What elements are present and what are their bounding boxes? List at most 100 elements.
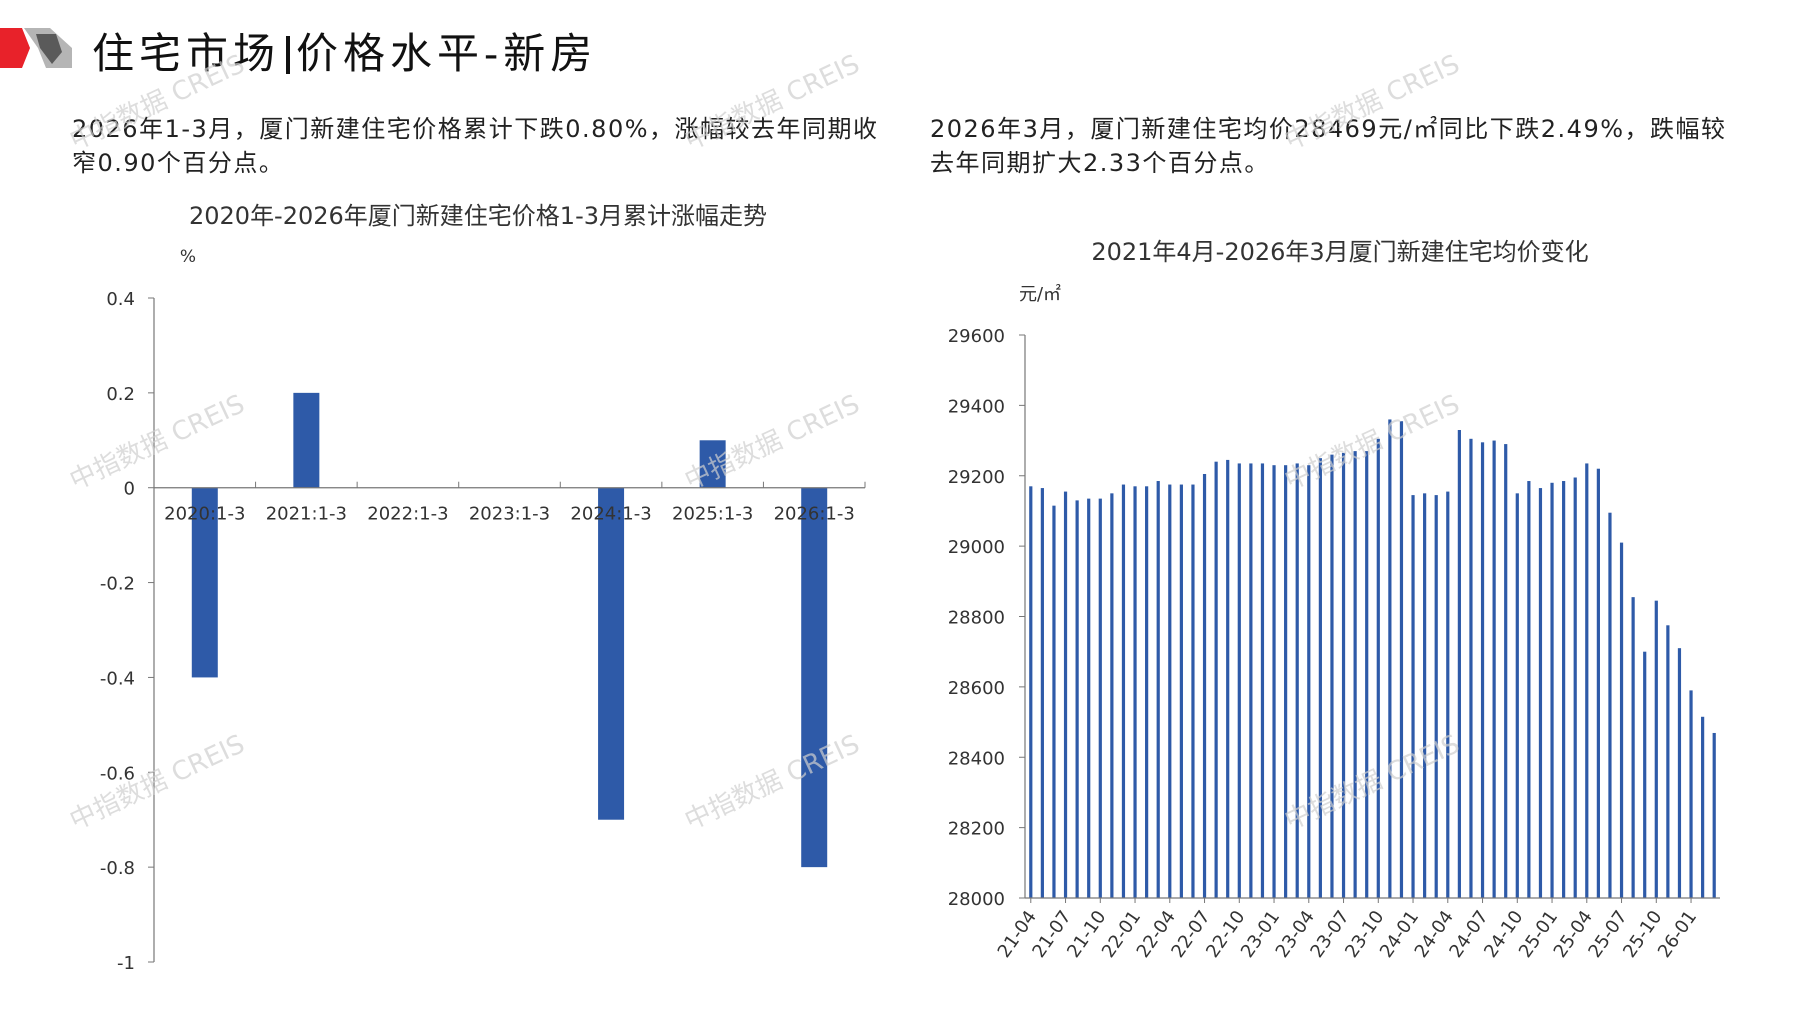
bar-21-07 bbox=[1063, 491, 1068, 898]
bar-24-08 bbox=[1492, 440, 1496, 898]
bar-22-09 bbox=[1226, 459, 1230, 898]
bar-22-12 bbox=[1260, 463, 1265, 898]
y-tick-label: 28600 bbox=[948, 678, 1005, 699]
bar-25-09 bbox=[1643, 651, 1647, 898]
y-tick-label: 29600 bbox=[948, 326, 1005, 347]
bar-24-05 bbox=[1457, 430, 1461, 898]
bar-2025:1-3 bbox=[699, 440, 726, 488]
y-tick-label: 28200 bbox=[948, 819, 1005, 840]
bar-22-01 bbox=[1133, 486, 1137, 898]
bar-2024:1-3 bbox=[598, 487, 625, 820]
bar-22-07 bbox=[1202, 473, 1207, 898]
bar-23-09 bbox=[1365, 451, 1369, 898]
page-header: 住宅市场 价格水平-新房 bbox=[0, 0, 1797, 100]
bar-24-01 bbox=[1411, 495, 1415, 898]
bar-23-10 bbox=[1376, 438, 1380, 898]
bar-23-04 bbox=[1307, 465, 1311, 898]
bar-21-09 bbox=[1087, 498, 1091, 898]
bar-26-01 bbox=[1689, 690, 1693, 898]
bar-2020:1-3 bbox=[191, 487, 218, 678]
bar-25-06 bbox=[1608, 512, 1612, 898]
bar-2021:1-3 bbox=[293, 392, 320, 488]
y-tick-label: -0.4 bbox=[100, 668, 135, 689]
y-tick-label: 0.4 bbox=[106, 289, 135, 310]
chart1-title: 2020年-2026年厦门新建住宅价格1-3月累计涨幅走势 bbox=[189, 202, 767, 230]
cumulative-change-chart: 2020年-2026年厦门新建住宅价格1-3月累计涨幅走势 % 0.4 0.2 0 -… bbox=[100, 202, 866, 974]
x-tick-label: 2025:1-3 bbox=[672, 504, 753, 525]
summary-left: 2026年1-3月，厦门新建住宅价格累计下跌0.80%，涨幅较去年同期收窄0.9… bbox=[72, 115, 879, 177]
bar-23-12 bbox=[1399, 421, 1404, 898]
chart2-ylabel: 元/㎡ bbox=[1019, 283, 1061, 305]
x-tick-label: 2023:1-3 bbox=[469, 504, 550, 525]
bar-26-03 bbox=[1712, 732, 1716, 898]
bar-24-03 bbox=[1434, 495, 1438, 898]
bar-25-04 bbox=[1585, 463, 1589, 898]
bar-23-02 bbox=[1284, 465, 1288, 898]
x-tick-label: 26-01 bbox=[1654, 907, 1701, 962]
y-tick-label: 28800 bbox=[948, 608, 1005, 629]
y-tick-label: 28000 bbox=[948, 889, 1005, 910]
y-tick-label: 0.2 bbox=[106, 384, 135, 405]
bar-22-06 bbox=[1191, 484, 1195, 898]
bar-25-08 bbox=[1631, 597, 1635, 898]
bar-22-11 bbox=[1249, 463, 1253, 898]
bar-21-04 bbox=[1029, 486, 1033, 898]
title-divider bbox=[286, 36, 291, 74]
bar-25-10 bbox=[1654, 600, 1658, 898]
bar-25-01 bbox=[1550, 482, 1554, 898]
y-tick-label: 29400 bbox=[948, 396, 1005, 417]
y-tick-label: 29200 bbox=[948, 467, 1005, 488]
page-title-main: 住宅市场 bbox=[92, 29, 281, 78]
bar-21-08 bbox=[1075, 500, 1079, 898]
bar-26-02 bbox=[1701, 716, 1705, 898]
y-tick-label: -0.6 bbox=[100, 763, 135, 784]
bar-25-12 bbox=[1677, 648, 1682, 898]
bar-21-12 bbox=[1121, 484, 1126, 898]
bar-24-10 bbox=[1515, 493, 1519, 898]
bar-22-03 bbox=[1156, 481, 1160, 898]
bar-24-11 bbox=[1527, 481, 1531, 898]
bar-25-02 bbox=[1562, 481, 1566, 898]
bar-25-03 bbox=[1573, 477, 1577, 898]
bar-24-02 bbox=[1423, 493, 1427, 898]
bar-23-08 bbox=[1353, 451, 1357, 898]
y-tick-label: 29000 bbox=[948, 537, 1005, 558]
bar-21-05 bbox=[1040, 488, 1044, 898]
x-tick-label: 2020:1-3 bbox=[164, 504, 245, 525]
bar-23-11 bbox=[1388, 419, 1392, 898]
x-tick-label: 2021:1-3 bbox=[266, 504, 347, 525]
bar-21-10 bbox=[1098, 498, 1102, 898]
logo-icon bbox=[0, 28, 72, 68]
x-tick-label: 2022:1-3 bbox=[367, 504, 448, 525]
bar-22-05 bbox=[1179, 484, 1183, 898]
x-tick-label: 2024:1-3 bbox=[570, 504, 651, 525]
bar-24-12 bbox=[1538, 488, 1543, 898]
page-title-sub: 价格水平-新房 bbox=[296, 29, 598, 78]
bar-22-02 bbox=[1145, 486, 1149, 898]
bar-22-04 bbox=[1168, 484, 1172, 898]
bar-25-11 bbox=[1666, 625, 1670, 898]
bar-22-08 bbox=[1214, 461, 1218, 898]
bar-24-07 bbox=[1480, 442, 1485, 898]
chart2-title: 2021年4月-2026年3月厦门新建住宅均价变化 bbox=[1091, 238, 1588, 266]
summary-right: 2026年3月，厦门新建住宅均价28469元/㎡同比下跌2.49%，跌幅较去年同… bbox=[930, 115, 1727, 177]
average-price-chart: 2021年4月-2026年3月厦门新建住宅均价变化 元/㎡ 29600 29400… bbox=[948, 238, 1720, 962]
bar-21-11 bbox=[1110, 493, 1114, 898]
bar-24-09 bbox=[1504, 444, 1508, 898]
chart1-ylabel: % bbox=[180, 247, 196, 267]
bar-24-04 bbox=[1446, 491, 1450, 898]
y-tick-label: -1 bbox=[117, 953, 135, 974]
bar-23-06 bbox=[1330, 454, 1334, 898]
bar-25-05 bbox=[1596, 468, 1600, 898]
bar-22-10 bbox=[1237, 463, 1241, 898]
y-tick-label: 0 bbox=[124, 479, 135, 500]
bar-23-07 bbox=[1341, 452, 1346, 898]
bar-25-07 bbox=[1619, 542, 1624, 898]
bar-24-06 bbox=[1469, 438, 1473, 898]
y-tick-label: -0.2 bbox=[100, 574, 135, 595]
bar-23-03 bbox=[1295, 463, 1299, 898]
x-tick-label: 2026:1-3 bbox=[774, 504, 855, 525]
bar-23-01 bbox=[1272, 465, 1276, 898]
y-tick-label: -0.8 bbox=[100, 858, 135, 879]
bar-2026:1-3 bbox=[801, 487, 828, 868]
